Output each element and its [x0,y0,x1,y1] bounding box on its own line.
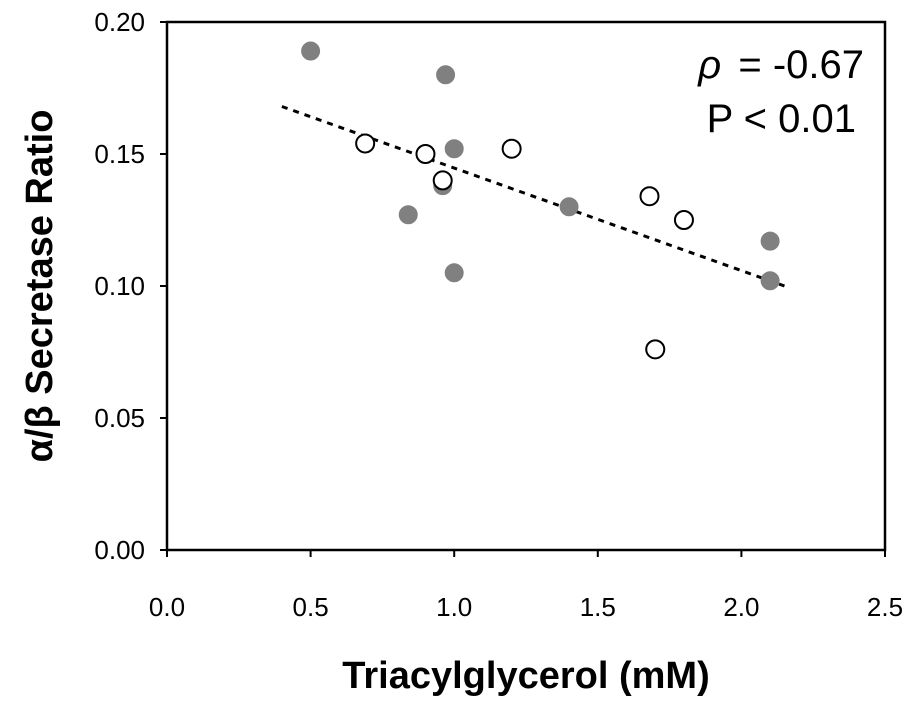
open-data-point [501,138,522,159]
y-tick-label: 0.20 [94,7,145,37]
open-data-point [432,170,453,191]
filled-data-point [301,41,321,61]
filled-data-point [444,139,464,159]
y-tick-label: 0.10 [94,271,145,301]
rho-annotation: ρ = -0.67 [697,43,864,87]
y-tick-label: 0.05 [94,403,145,433]
x-tick-label: 1.5 [580,592,616,622]
filled-data-point [398,205,418,225]
open-data-point [355,133,376,154]
x-tick-label: 2.5 [867,592,903,622]
x-axis-title: Triacylglycerol (mM) [342,655,709,697]
filled-data-point [760,271,780,291]
open-data-point [415,144,436,164]
x-tick-label: 2.0 [723,592,759,622]
open-data-point [673,210,694,230]
y-tick-label: 0.15 [94,139,145,169]
y-axis-title: α/β Secretase Ratio [19,110,61,463]
open-data-point [645,339,666,360]
x-tick-label: 0.0 [149,592,185,622]
open-data-point [639,186,660,207]
x-tick-label: 1.0 [436,592,472,622]
x-tick-label: 0.5 [293,592,329,622]
y-tick-label: 0.00 [94,535,145,565]
p-value-annotation: P < 0.01 [707,97,856,141]
filled-data-point [444,263,464,283]
filled-data-point [436,65,456,85]
filled-data-point [760,231,780,251]
rho-value: = -0.67 [738,43,864,87]
rho-symbol: ρ [697,43,721,87]
filled-data-point [559,197,579,217]
